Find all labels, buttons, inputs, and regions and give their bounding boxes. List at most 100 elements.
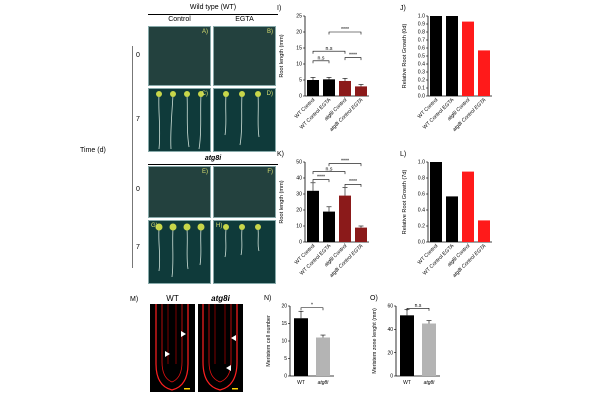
photo-label-h: H) <box>216 223 223 229</box>
col-control-label: Control <box>168 16 191 23</box>
y-tick-label-l: 0.2 <box>418 224 425 230</box>
y-tick-label-n: 15 <box>281 321 287 327</box>
bar-k <box>323 211 335 242</box>
category-label-o: atg8i <box>424 380 436 386</box>
photo-label-c: C) <box>201 91 208 97</box>
photo-label-a: A) <box>202 29 208 35</box>
bar-k <box>339 195 351 242</box>
bar-j <box>462 21 474 97</box>
seedling-roots-c <box>156 91 204 150</box>
significance-bracket-k <box>312 171 346 175</box>
seedling-roots-g <box>155 223 205 278</box>
photo-panel-a: A) <box>148 26 211 86</box>
microscopy-wt-image <box>150 304 195 392</box>
significance-label-i: n.s <box>326 46 333 52</box>
significance-label-o: n.s <box>415 303 422 309</box>
y-tick-label-o: 60 <box>387 304 393 310</box>
photo-label-f: F) <box>267 169 273 175</box>
chart-panel-l: L) 0.0 0.2 0.4 0.6 0.8 1.0 Relative Root Growth… <box>400 151 492 279</box>
y-tick-label-o: 20 <box>387 350 393 356</box>
significance-bracket-i <box>312 50 346 54</box>
time-axis-label: Time (d) <box>80 147 106 154</box>
time-bracket <box>132 46 133 268</box>
chart-panel-o: O) 0 20 40 60 Meristem zone lenght (mm) WT atg8… <box>370 295 440 386</box>
bar-o <box>400 315 414 376</box>
photo-panel-e: E) <box>148 166 211 218</box>
y-tick-label-l: 1.0 <box>418 160 425 166</box>
y-axis-label-j: Relative Root Growth (0d) <box>402 24 408 89</box>
bar-l <box>478 220 490 242</box>
y-axis-label-k: Root length (mm) <box>279 180 285 223</box>
y-tick-label-i: 5 <box>299 78 302 84</box>
panel-i-label: I) <box>277 5 281 12</box>
panel-k-label: K) <box>277 151 284 158</box>
y-tick-label-j: 0.8 <box>418 30 425 36</box>
y-tick-label-j: 1.0 <box>418 14 425 20</box>
y-tick-label-j: 0.2 <box>418 78 425 84</box>
significance-bracket-k <box>328 163 362 167</box>
y-tick-label-l: 0.0 <box>418 240 425 246</box>
y-tick-label-k: 10 <box>296 224 302 230</box>
bar-i <box>355 86 367 96</box>
panel-o-label: O) <box>370 295 378 302</box>
day-0-label-wt: 0 <box>136 52 140 59</box>
photo-panel-h: H) <box>213 220 276 284</box>
y-tick-label-i: 0 <box>299 94 302 100</box>
photo-panel-d: D) <box>213 88 276 152</box>
bar-j <box>446 16 458 96</box>
photo-panel-f: F) <box>213 166 276 218</box>
day-0-label-atg8i: 0 <box>136 186 140 193</box>
photo-label-b: B) <box>267 29 273 35</box>
y-tick-label-k: 50 <box>296 160 302 166</box>
significance-label-i: **** <box>349 52 357 58</box>
photo-label-g: G) <box>151 223 158 229</box>
seedling-roots-h <box>223 224 261 258</box>
y-axis-label-n: Meristem cell number <box>266 315 272 367</box>
category-label-o: WT <box>403 380 411 386</box>
photo-panel-g: G) <box>148 220 211 284</box>
significance-label-i: n.s <box>318 56 325 62</box>
chart-panel-n: N) 0 5 10 15 20 Meristem cell number WT atg8i * <box>264 295 334 386</box>
bar-i <box>339 80 351 96</box>
bar-o <box>422 323 436 376</box>
bar-n <box>294 318 308 376</box>
significance-label-k: **** <box>341 158 349 164</box>
y-tick-label-k: 20 <box>296 208 302 214</box>
bar-k <box>307 190 319 242</box>
day-7-label-wt: 7 <box>136 116 140 123</box>
y-tick-label-o: 40 <box>387 327 393 333</box>
bar-j <box>478 50 490 96</box>
bar-j <box>430 16 442 96</box>
photo-panel-b: B) <box>213 26 276 86</box>
significance-label-k: **** <box>349 179 357 185</box>
root-tip-wt <box>155 304 190 391</box>
y-tick-label-j: 0.1 <box>418 86 425 92</box>
y-tick-label-j: 0.0 <box>418 94 425 100</box>
y-tick-label-l: 0.4 <box>418 208 425 214</box>
significance-label-n: * <box>311 303 313 309</box>
y-tick-label-l: 0.6 <box>418 192 425 198</box>
col-egta-label: EGTA <box>235 16 254 23</box>
significance-label-i: **** <box>341 27 349 33</box>
category-label-n: atg8i <box>318 380 330 386</box>
photo-figure: Wild type (WT) Control EGTA 0 7 Time (d)… <box>80 4 278 284</box>
y-tick-label-i: 10 <box>296 62 302 68</box>
y-axis-label-i: Root length (mm) <box>279 34 285 77</box>
header-wild-type: Wild type (WT) <box>189 4 237 11</box>
significance-bracket-k <box>312 179 330 183</box>
day-7-label-atg8i: 7 <box>136 244 140 251</box>
y-tick-label-n: 20 <box>281 304 287 310</box>
y-tick-label-i: 15 <box>296 46 302 52</box>
y-tick-label-j: 0.9 <box>418 22 425 28</box>
y-tick-label-j: 0.7 <box>418 38 425 44</box>
bar-i <box>307 80 319 96</box>
significance-bracket-i <box>328 31 362 35</box>
y-tick-label-n: 5 <box>284 356 287 362</box>
panel-n-label: N) <box>264 295 271 302</box>
bar-l <box>446 196 458 242</box>
root-tip-atg8i <box>202 304 238 391</box>
bar-l <box>430 162 442 242</box>
y-axis-label-o: Meristem zone lenght (mm) <box>372 308 378 374</box>
